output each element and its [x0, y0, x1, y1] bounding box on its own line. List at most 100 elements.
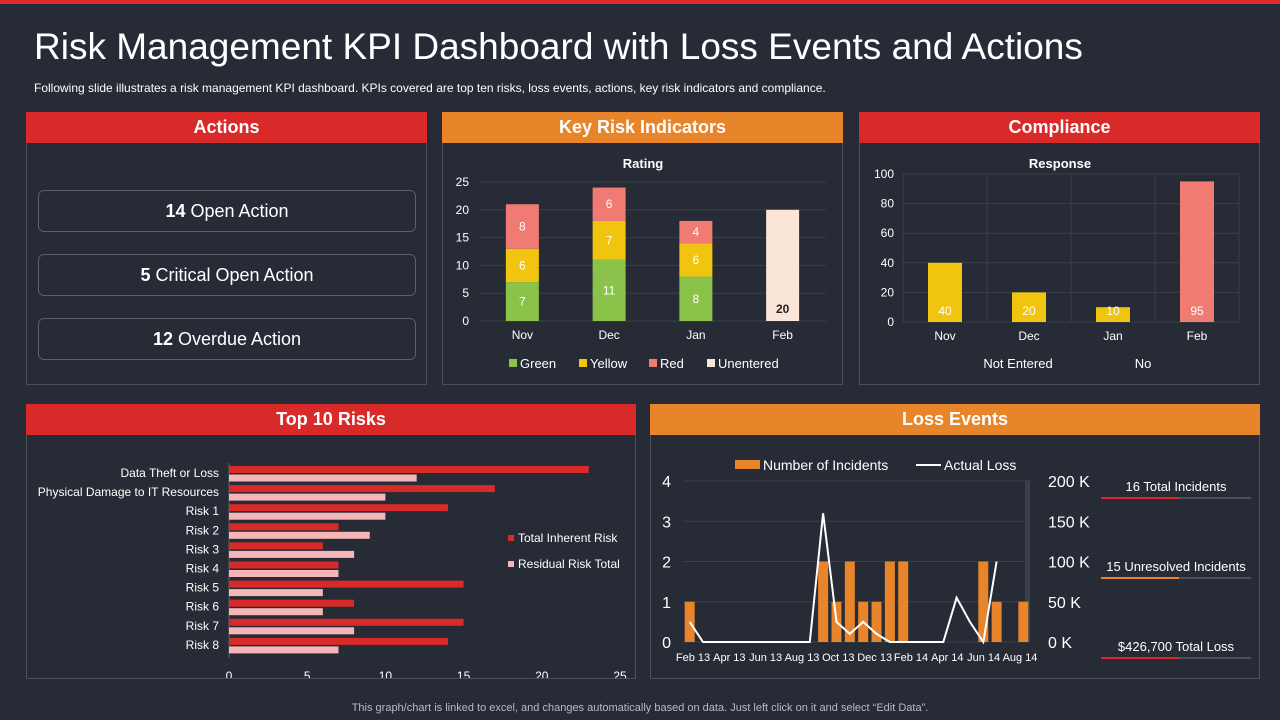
actions-header: Actions [26, 112, 427, 143]
compliance-y-tick: 80 [881, 197, 895, 211]
kri-legend-label: Unentered [718, 356, 779, 371]
risks-category-label: Physical Damage to IT Resources [38, 485, 219, 499]
kri-data-label: 8 [519, 219, 526, 233]
kri-bar-yellow [505, 248, 539, 283]
risks-x-tick: 25 [613, 669, 627, 678]
kri-data-label: 7 [519, 295, 526, 309]
kri-bar-red [679, 220, 713, 244]
risks-bar-residual [229, 474, 417, 482]
compliance-y-tick: 20 [881, 285, 895, 299]
loss-incident-bar [844, 561, 855, 642]
risks-x-tick: 0 [226, 669, 233, 678]
compliance-chart: Response 0 20 40 60 80 100 40 Nov 20 Dec 10 Jan 95 Feb… [874, 156, 1240, 371]
top-risks-panel: Top 10 Risks Data Theft or Loss Physical … [26, 404, 636, 679]
loss-incident-bar [684, 601, 695, 642]
kri-bar-green [679, 276, 713, 321]
total-incidents-accent [1101, 497, 1179, 499]
compliance-y-tick: 40 [881, 256, 895, 270]
risks-x-tick: 5 [304, 669, 311, 678]
kri-bar-red [592, 187, 626, 221]
actions-header-label: Actions [193, 117, 260, 137]
top-accent-bar [0, 0, 1280, 4]
loss-y-right-tick: 0 K [1048, 635, 1072, 652]
risks-bar-residual [229, 570, 339, 577]
risks-category-label: Risk 7 [186, 619, 220, 633]
actions-panel: Actions 14 Open Action 5 Critical Open A… [26, 112, 427, 385]
loss-x-tick: Aug 14 [1003, 652, 1038, 664]
critical-open-action-label: Critical Open Action [155, 264, 314, 285]
kri-y-tick: 20 [456, 203, 470, 217]
loss-incident-bar [978, 561, 989, 642]
loss-incident-bar [884, 561, 895, 642]
kri-legend-label: Yellow [590, 356, 628, 371]
risks-bar-inherent [229, 466, 589, 473]
compliance-x-tick: Feb [1187, 329, 1208, 343]
loss-x-tick: Apr 14 [931, 652, 963, 664]
risks-category-label: Risk 1 [186, 504, 220, 518]
page-subtitle: Following slide illustrates a risk manag… [34, 81, 826, 95]
kri-legend-label: Green [520, 356, 556, 371]
loss-x-tick: Oct 13 [822, 652, 854, 664]
loss-x-tick: Jun 13 [749, 652, 782, 664]
risks-category-label: Risk 5 [186, 581, 220, 595]
kri-bar-yellow [679, 243, 713, 277]
loss-y-left-tick: 3 [662, 514, 671, 531]
loss-y-right-tick: 200 K [1048, 474, 1090, 491]
loss-incident-bar [991, 601, 1002, 642]
kri-legend-swatch [509, 359, 517, 367]
loss-incident-bar [898, 561, 909, 642]
total-incidents-stat: 16 Total Incidents [1125, 479, 1227, 494]
risks-bar-residual [229, 608, 323, 616]
kri-header: Key Risk Indicators [442, 112, 843, 143]
loss-y-left-tick: 2 [662, 555, 671, 572]
kri-data-label: 8 [693, 292, 700, 306]
risks-bar-residual [229, 646, 339, 654]
critical-open-action-count: 5 [140, 264, 151, 285]
loss-x-tick: Aug 13 [785, 652, 820, 664]
open-action-card[interactable]: 14 Open Action [38, 190, 416, 232]
compliance-bar [928, 262, 962, 322]
loss-events-header-label: Loss Events [901, 409, 1009, 429]
loss-y-right-tick: 100 K [1048, 555, 1090, 572]
compliance-x-tick: Nov [934, 329, 955, 343]
risks-category-label: Data Theft or Loss [121, 466, 220, 480]
compliance-bar [1096, 307, 1130, 322]
unresolved-incidents-accent [1101, 577, 1179, 579]
kri-legend-label: Red [660, 356, 684, 371]
kri-panel: Key Risk Indicators Rating 0 5 10 15 20 25 7 6 8 N… [442, 112, 843, 385]
kri-bar-unentered [766, 209, 800, 321]
overdue-action-card[interactable]: 12 Overdue Action [38, 318, 416, 360]
compliance-legend-not-entered: Not Entered [983, 356, 1052, 371]
critical-open-action-card[interactable]: 5 Critical Open Action [38, 254, 416, 296]
risks-category-label: Risk 6 [186, 600, 220, 614]
risks-bar-inherent [229, 542, 323, 550]
kri-bar-red [505, 204, 539, 249]
compliance-bar [1180, 181, 1214, 322]
kri-data-label: 7 [606, 233, 613, 247]
loss-legend-label-actual: Actual Loss [944, 457, 1016, 473]
overdue-action-count: 12 [152, 328, 173, 349]
risks-legend-label: Total Inherent Risk [518, 531, 618, 545]
loss-incident-bar [871, 601, 882, 642]
loss-incident-bar [818, 561, 829, 642]
kri-bar-green [505, 282, 539, 321]
risks-legend-label: Residual Risk Total [518, 557, 620, 571]
top-risks-header-label: Top 10 Risks [276, 409, 386, 429]
risks-bar-residual [229, 589, 323, 597]
risks-category-label: Risk 8 [186, 638, 220, 652]
kri-legend-swatch [649, 359, 657, 367]
risks-bar-inherent [229, 599, 355, 607]
kri-y-tick: 25 [456, 175, 470, 189]
kri-chart: Rating 0 5 10 15 20 25 7 6 8 Nov 11 7 6 Dec 8 6 4 Jan 20 Feb… [456, 156, 826, 371]
overdue-action-label: Overdue Action [177, 328, 302, 349]
loss-y-right-tick: 150 K [1048, 514, 1090, 531]
loss-actual-line [688, 513, 998, 645]
risks-legend-swatch [508, 561, 514, 567]
risks-x-tick: 15 [457, 669, 471, 678]
risks-bar-residual [229, 627, 355, 635]
kri-y-tick: 15 [456, 231, 470, 245]
loss-events-panel: Loss Events 0 1 2 3 4 0 K 50 K 100 K 150 K 200 K F… [650, 404, 1260, 679]
risks-bar-inherent [229, 580, 464, 588]
compliance-data-label: 10 [1106, 304, 1120, 318]
kri-data-label: 6 [519, 258, 526, 272]
